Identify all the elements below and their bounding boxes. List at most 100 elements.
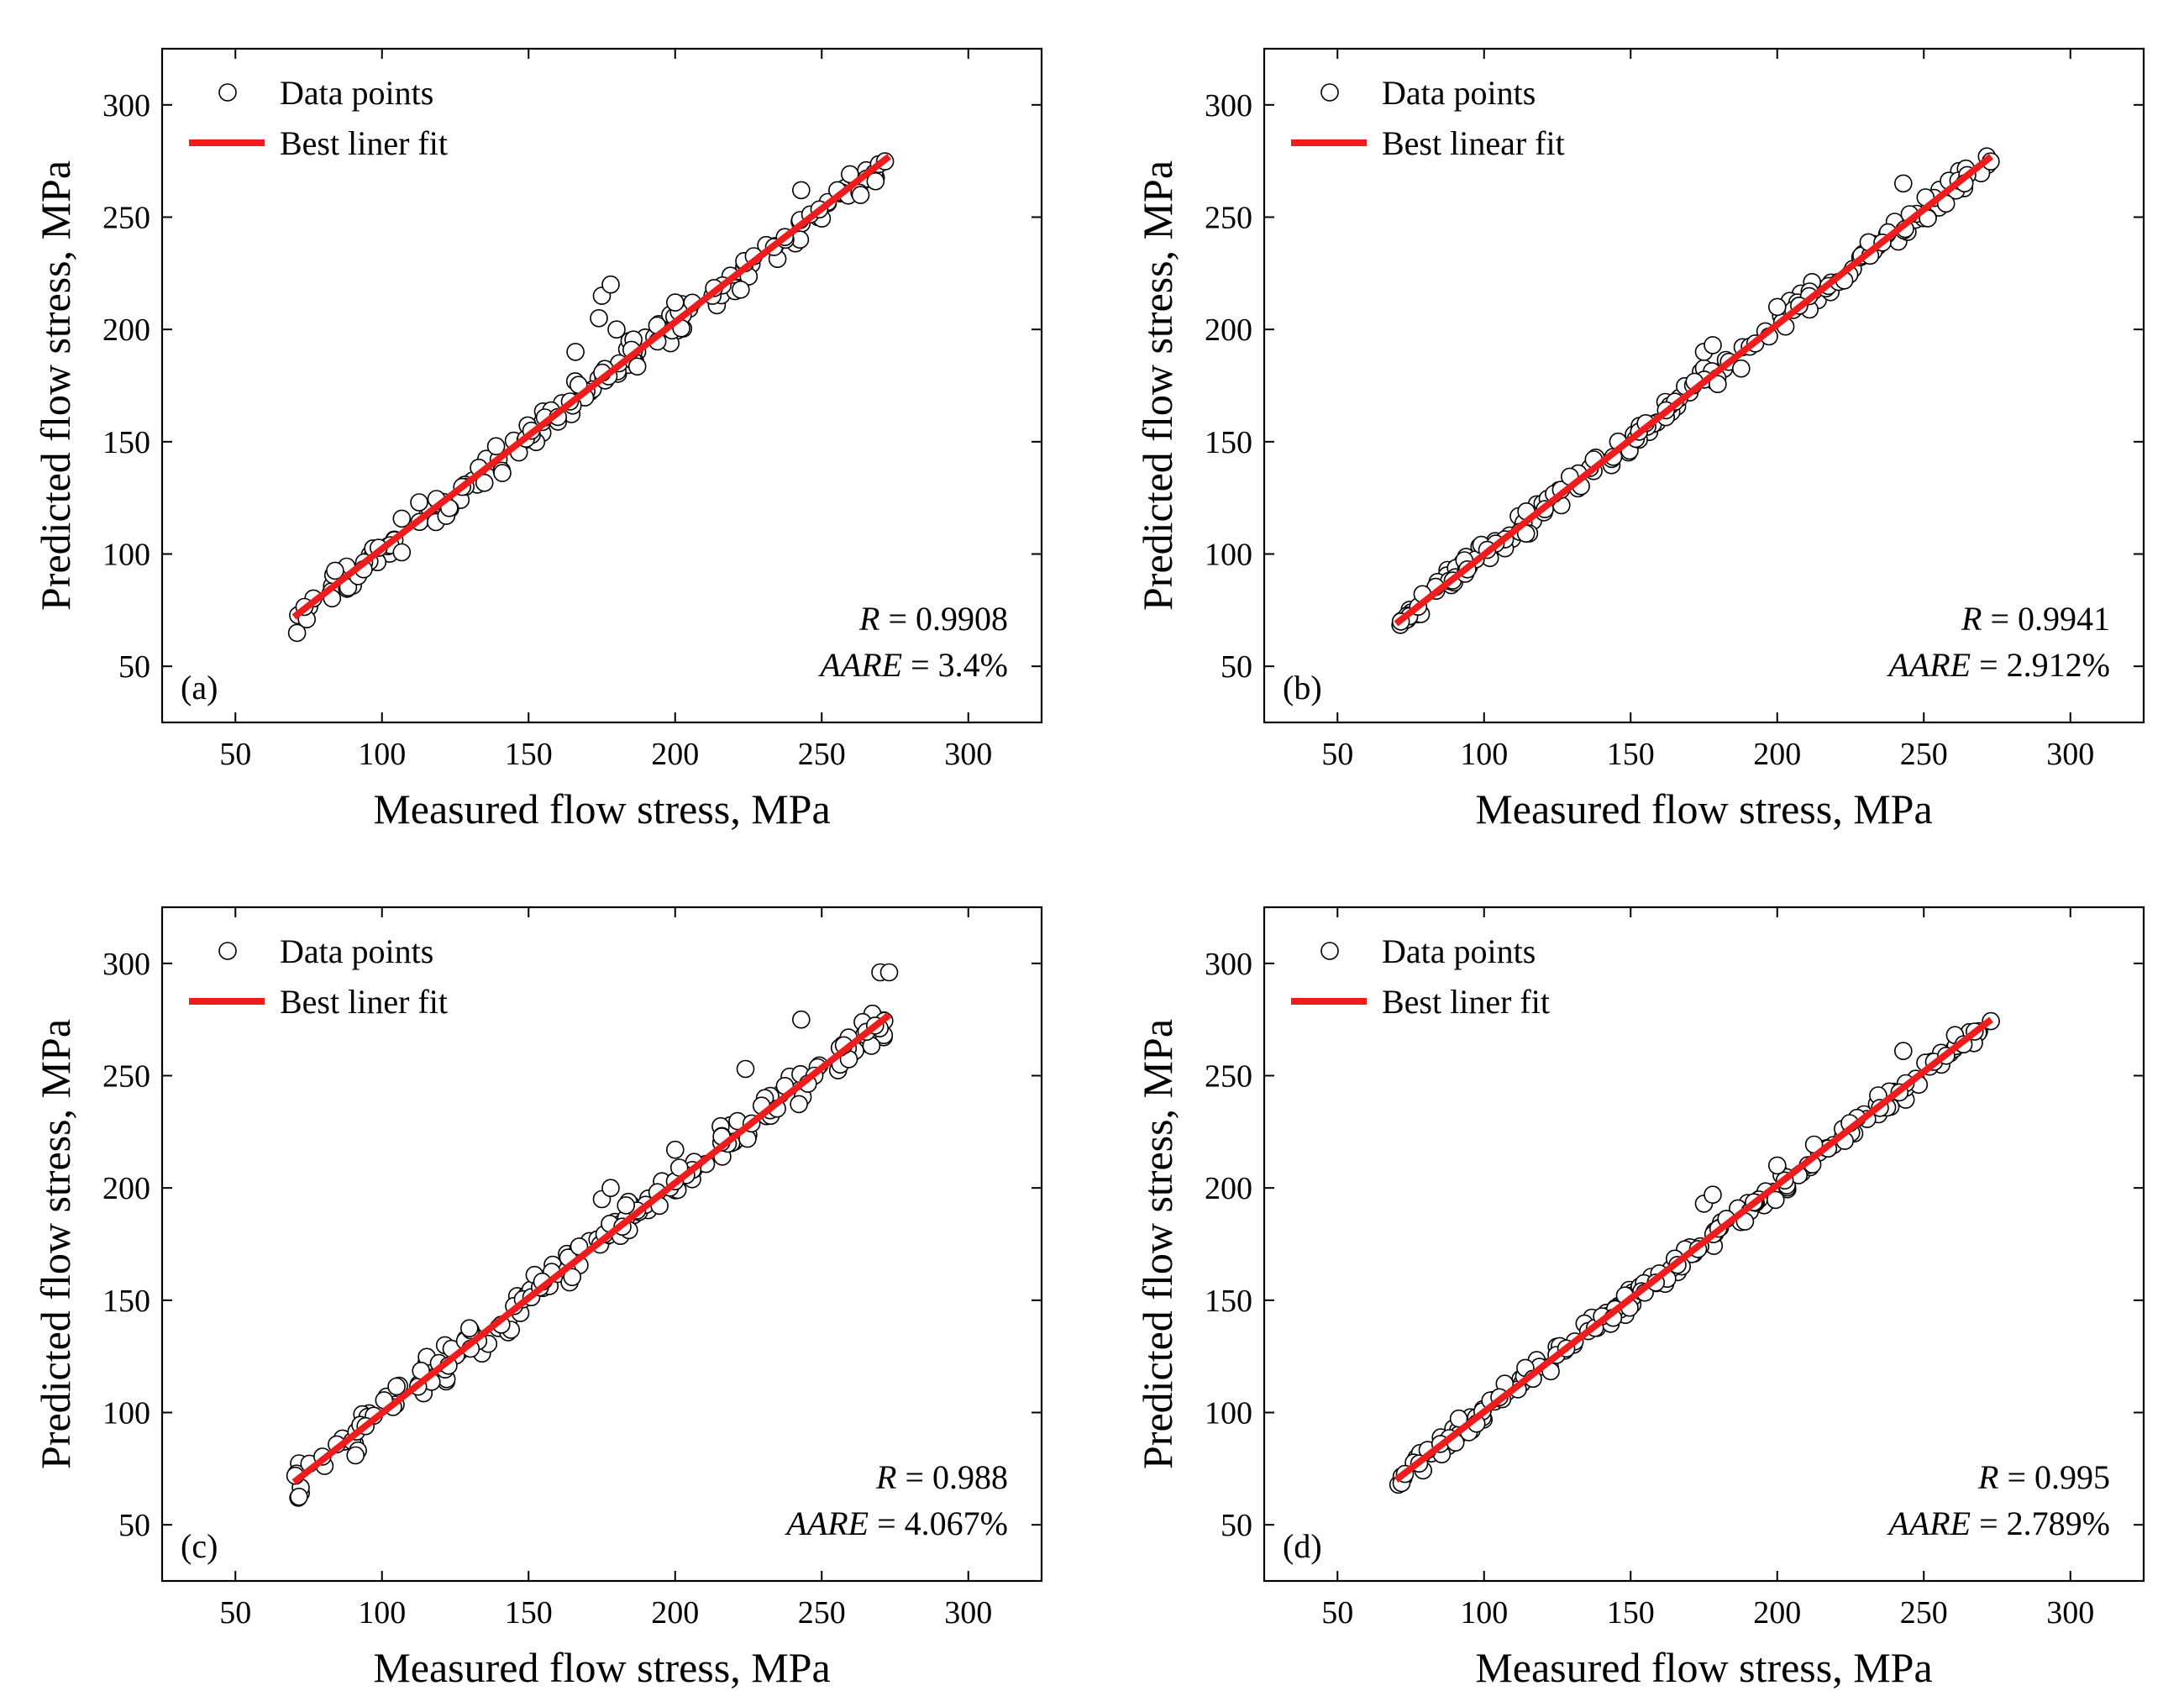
data-point — [665, 1140, 685, 1159]
y-tick-label: 100 — [1205, 538, 1252, 573]
stat-r-value: = 0.9908 — [879, 600, 1008, 638]
legend-line-label: Best liner fit — [280, 983, 448, 1021]
best-fit-line — [1394, 154, 1993, 627]
y-tick-label: 250 — [1205, 1059, 1252, 1095]
legend-marker-icon — [1320, 942, 1339, 960]
best-fit-line — [291, 1012, 891, 1485]
chart-panel-1: 50 100 150 200 250 300 50 100 150 200 250 300 Measur… — [32, 47, 1043, 832]
data-point — [601, 1179, 620, 1197]
y-axis-label: Predicted flow stress, MPa — [1134, 160, 1181, 611]
data-point — [387, 1377, 406, 1396]
best-fit-line — [291, 154, 891, 620]
y-tick-label: 100 — [102, 1396, 150, 1431]
data-point — [346, 1446, 365, 1465]
y-tick-label: 50 — [1221, 1508, 1252, 1543]
x-axis-label: Measured flow stress, MPa — [1475, 785, 1932, 832]
stat-r-value: = 0.995 — [1998, 1458, 2110, 1496]
y-tick-label: 200 — [1205, 1171, 1252, 1206]
legend-line-label: Best liner fit — [1382, 983, 1550, 1021]
x-tick-label: 50 — [219, 737, 251, 772]
data-point — [1709, 375, 1727, 394]
x-tick-label: 300 — [2046, 1595, 2094, 1631]
stat-aare-value: = 3.4% — [902, 646, 1008, 684]
legend-marker-icon — [1320, 83, 1339, 102]
y-tick-label: 300 — [1205, 947, 1252, 982]
stat-r-symbol: R — [858, 600, 879, 638]
data-point — [627, 357, 647, 376]
data-point — [607, 320, 626, 339]
y-tick-label: 250 — [102, 201, 150, 236]
stat-r-symbol: R — [1977, 1458, 1998, 1496]
stat-r: R = 0.988 — [875, 1458, 1008, 1496]
y-tick-label: 200 — [1205, 312, 1252, 348]
plot-frame — [1263, 47, 2145, 724]
legend-marker-icon — [218, 83, 237, 102]
x-tick-label: 50 — [219, 1595, 251, 1631]
y-tick-label: 200 — [102, 312, 150, 348]
stat-aare-symbol: AARE — [784, 1505, 869, 1542]
x-tick-label: 150 — [1607, 737, 1655, 772]
data-point — [566, 343, 585, 361]
x-tick-label: 100 — [1460, 1595, 1508, 1631]
data-point — [1704, 336, 1722, 354]
x-tick-label: 100 — [358, 737, 406, 772]
y-tick-label: 50 — [118, 1508, 150, 1543]
stat-aare: AARE = 4.067% — [784, 1505, 1008, 1542]
stat-aare: AARE = 3.4% — [817, 646, 1008, 684]
chart-panel-2: 50 100 150 200 250 300 50 100 150 200 250 300 Measur… — [1134, 47, 2145, 832]
data-point — [866, 172, 885, 191]
y-tick-label: 150 — [1205, 425, 1252, 460]
y-tick-label: 250 — [1205, 201, 1252, 236]
stat-r-value: = 0.9941 — [1982, 600, 2110, 638]
legend-line-label: Best linear fit — [1382, 124, 1565, 162]
best-fit-line — [1394, 1016, 1993, 1483]
data-point — [486, 437, 506, 456]
data-point — [410, 493, 428, 512]
data-point — [1732, 359, 1751, 378]
data-point — [475, 473, 494, 492]
data-point — [851, 186, 870, 204]
stat-aare-symbol: AARE — [1886, 646, 1971, 684]
data-point — [731, 280, 750, 299]
stat-aare-symbol: AARE — [817, 646, 902, 684]
legend-points-label: Data points — [280, 932, 433, 970]
legend-points-label: Data points — [1382, 74, 1536, 112]
x-tick-label: 50 — [1321, 737, 1353, 772]
stat-r: R = 0.995 — [1977, 1458, 2110, 1496]
x-tick-label: 100 — [1460, 737, 1508, 772]
data-point — [1768, 297, 1787, 317]
data-point — [392, 509, 412, 528]
x-tick-label: 250 — [1900, 1595, 1948, 1631]
x-tick-label: 250 — [798, 737, 846, 772]
legend-marker-icon — [218, 942, 237, 960]
x-axis-label: Measured flow stress, MPa — [373, 785, 830, 832]
stat-aare: AARE = 2.912% — [1886, 646, 2110, 684]
chart-panel-4: 50 100 150 200 250 300 50 100 150 200 250 300 Measur… — [1134, 906, 2145, 1691]
x-tick-label: 300 — [944, 1595, 992, 1631]
stat-aare: AARE = 2.789% — [1886, 1505, 2110, 1542]
data-point — [392, 543, 412, 562]
data-point — [1894, 174, 1913, 193]
data-point — [563, 1268, 582, 1287]
y-axis-label: Predicted flow stress, MPa — [32, 160, 79, 611]
x-axis-label: Measured flow stress, MPa — [1475, 1644, 1932, 1691]
data-point — [290, 1488, 308, 1506]
plot-frame — [1263, 906, 2145, 1583]
data-point — [1704, 1185, 1722, 1204]
chart-panel-3: 50 100 150 200 250 300 50 100 150 200 250 300 Measur… — [32, 906, 1043, 1691]
x-axis-label: Measured flow stress, MPa — [373, 1644, 830, 1691]
plot-frame — [160, 47, 1043, 724]
y-tick-label: 50 — [118, 649, 150, 685]
data-point — [1768, 1156, 1787, 1175]
data-point — [665, 293, 685, 312]
y-tick-label: 300 — [102, 88, 150, 123]
data-point — [879, 963, 899, 982]
y-axis-label: Predicted flow stress, MPa — [32, 1019, 79, 1469]
legend-points-label: Data points — [280, 74, 433, 112]
stat-aare-symbol: AARE — [1886, 1505, 1971, 1542]
data-points — [286, 963, 899, 1507]
y-tick-label: 150 — [1205, 1284, 1252, 1319]
x-tick-label: 200 — [651, 1595, 699, 1631]
panel-label: (b) — [1283, 669, 1322, 706]
